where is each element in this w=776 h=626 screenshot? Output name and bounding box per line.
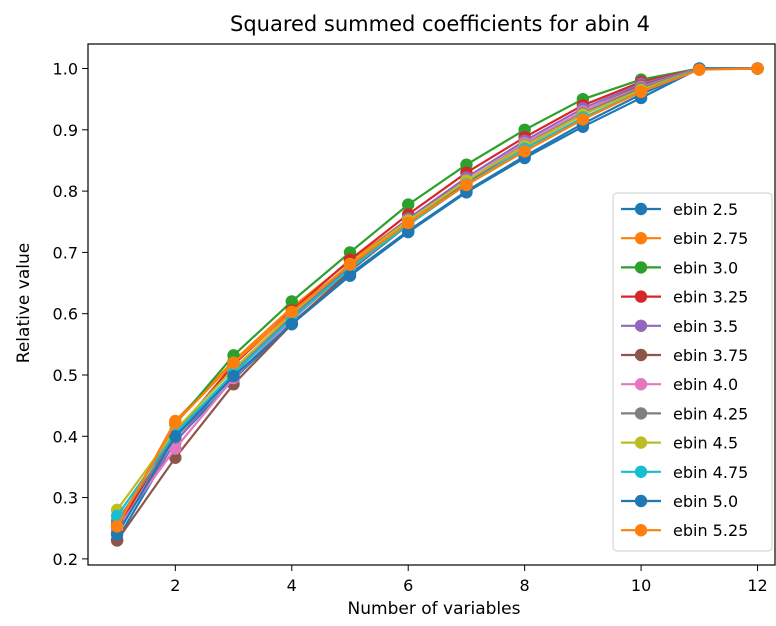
data-point <box>285 295 298 308</box>
legend-label: ebin 4.5 <box>673 434 738 453</box>
data-point <box>402 198 415 211</box>
data-point <box>285 317 298 331</box>
data-point <box>169 451 182 464</box>
data-point <box>693 63 706 76</box>
series-line <box>116 67 758 527</box>
legend-marker <box>634 348 648 362</box>
x-tick-label: 6 <box>403 576 413 595</box>
y-tick-label: 0.6 <box>53 305 78 324</box>
legend-item: ebin 3.75 <box>621 346 748 365</box>
y-tick-label: 0.7 <box>53 243 78 262</box>
legend: ebin 2.5 ebin 2.75 ebin 3.0 ebin 3.25 ebin 3… <box>612 192 773 552</box>
legend-marker <box>634 319 648 332</box>
data-point <box>110 520 124 533</box>
legend-label: ebin 4.75 <box>673 463 748 482</box>
legend-item: ebin 5.0 <box>621 492 738 511</box>
legend-marker <box>634 202 648 216</box>
data-point <box>169 430 182 443</box>
y-tick-label: 0.5 <box>53 366 78 385</box>
y-axis-label: Relative value <box>14 243 34 363</box>
legend-marker <box>634 465 648 478</box>
legend-item: ebin 4.25 <box>621 404 748 423</box>
x-tick-label: 10 <box>631 576 651 595</box>
legend-item: ebin 5.25 <box>621 521 748 540</box>
data-point <box>169 416 182 429</box>
chart-title: Squared summed coefficients for abin 4 <box>230 12 650 36</box>
y-tick-label: 0.9 <box>53 121 78 140</box>
x-axis-label: Number of variables <box>348 599 521 619</box>
y-tick-label: 0.3 <box>53 489 78 508</box>
legend-marker <box>634 407 648 420</box>
series-line <box>116 67 758 526</box>
series-line <box>116 67 758 511</box>
plot-area: 2 4 6 8 10 12 0.2 0.3 0.4 0.5 0.6 0.7 0.8 0.9 1.0 <box>53 43 776 595</box>
data-point <box>518 145 531 158</box>
data-point <box>169 442 182 455</box>
data-point <box>402 216 415 230</box>
legend-marker <box>634 232 648 245</box>
axes-frame <box>87 43 776 566</box>
legend-label: ebin 4.25 <box>673 404 748 423</box>
legend-label: ebin 5.0 <box>673 492 738 511</box>
legend-item: ebin 4.0 <box>621 375 738 394</box>
legend-label: ebin 2.75 <box>673 229 748 248</box>
legend-label: ebin 3.25 <box>673 288 748 307</box>
legend-label: ebin 2.5 <box>673 200 738 219</box>
legend-label: ebin 5.25 <box>673 521 748 540</box>
legend-item: ebin 2.75 <box>621 229 748 248</box>
x-tick-label: 4 <box>287 576 297 595</box>
legend-label: ebin 3.5 <box>673 317 738 336</box>
legend-box <box>612 192 773 552</box>
legend-marker <box>634 494 648 508</box>
data-point <box>227 356 240 369</box>
legend-item: ebin 4.5 <box>621 434 738 453</box>
data-point <box>343 269 357 282</box>
series-line <box>116 67 758 529</box>
legend-item: ebin 3.5 <box>621 317 738 336</box>
data-point <box>343 258 357 271</box>
data-point <box>576 113 590 126</box>
legend-item: ebin 3.25 <box>621 288 748 307</box>
legend-item: ebin 4.75 <box>621 463 748 482</box>
data-point <box>285 305 298 319</box>
legend-label: ebin 3.75 <box>673 346 748 365</box>
legend-label: ebin 3.0 <box>673 258 738 277</box>
x-tick-label: 8 <box>520 576 530 595</box>
y-tick-label: 1.0 <box>53 60 78 79</box>
legend-label: ebin 4.0 <box>673 375 738 394</box>
y-tick-label: 0.4 <box>53 427 78 446</box>
y-tick-label: 0.8 <box>53 182 78 201</box>
series-line <box>116 67 758 535</box>
y-tick-label: 0.2 <box>53 550 78 569</box>
legend-marker <box>634 378 648 391</box>
data-point <box>751 62 764 75</box>
data-point <box>634 85 648 99</box>
data-point <box>460 178 473 192</box>
legend-marker <box>634 436 648 449</box>
legend-item: ebin 3.0 <box>621 258 738 277</box>
data-point <box>227 370 240 383</box>
legend-marker <box>634 290 648 303</box>
legend-item: ebin 2.5 <box>621 200 738 219</box>
series-ebin-5_25 <box>110 62 764 533</box>
x-tick-label: 12 <box>747 576 767 595</box>
x-tick-label: 2 <box>170 576 180 595</box>
legend-marker <box>634 261 648 274</box>
legend-marker <box>634 524 648 537</box>
data-point <box>402 225 415 239</box>
